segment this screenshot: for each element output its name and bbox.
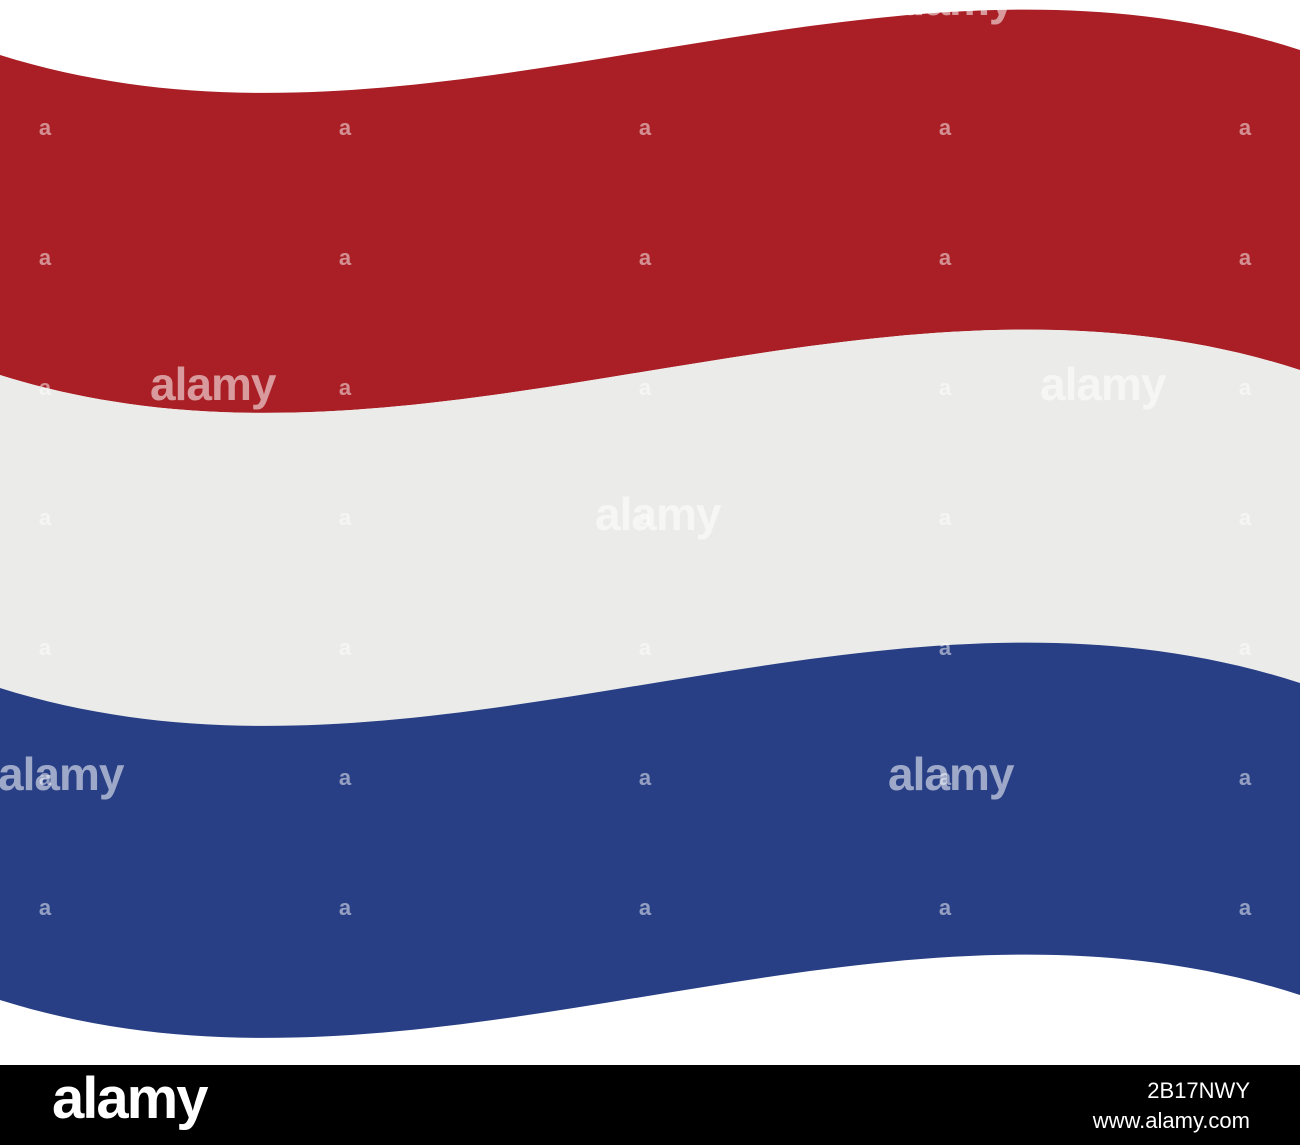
watermark-mark: a xyxy=(939,765,952,790)
watermark-mark: a xyxy=(1239,895,1252,920)
watermark-mark: a xyxy=(639,375,652,400)
watermark-mark: a xyxy=(39,635,52,660)
watermark-mark: a xyxy=(339,115,352,140)
watermark-mark: a xyxy=(39,245,52,270)
footer-logo: alamy xyxy=(52,1066,208,1131)
watermark-mark: a xyxy=(39,505,52,530)
image-id: 2B17NWY xyxy=(1147,1078,1250,1103)
watermarks: alamyalamyalamyalamyalamyalamyaaaaaaaaaa… xyxy=(0,0,1252,920)
watermark: alamy xyxy=(0,748,125,800)
watermark-mark: a xyxy=(639,505,652,530)
watermark-mark: a xyxy=(939,245,952,270)
watermark-mark: a xyxy=(39,375,52,400)
blue-stripe xyxy=(0,642,1300,1038)
watermark: alamy xyxy=(595,488,722,540)
flag xyxy=(0,9,1300,1038)
watermark-mark: a xyxy=(39,765,52,790)
watermark-mark: a xyxy=(939,635,952,660)
watermark-mark: a xyxy=(939,505,952,530)
watermark-mark: a xyxy=(939,375,952,400)
watermark-mark: a xyxy=(639,765,652,790)
watermark-mark: a xyxy=(939,115,952,140)
watermark-mark: a xyxy=(1239,375,1252,400)
watermark-mark: a xyxy=(339,245,352,270)
watermark: alamy xyxy=(150,358,277,410)
footer-url: www.alamy.com xyxy=(1092,1108,1250,1133)
red-stripe xyxy=(0,9,1300,413)
watermark-mark: a xyxy=(339,635,352,660)
watermark-mark: a xyxy=(39,115,52,140)
watermark: alamy xyxy=(1040,358,1167,410)
watermark-mark: a xyxy=(339,765,352,790)
watermark-mark: a xyxy=(639,635,652,660)
watermark-mark: a xyxy=(1239,115,1252,140)
watermark-mark: a xyxy=(1239,245,1252,270)
watermark-mark: a xyxy=(1239,635,1252,660)
watermark-mark: a xyxy=(39,895,52,920)
watermark-mark: a xyxy=(639,115,652,140)
watermark: alamy xyxy=(888,748,1015,800)
watermark-mark: a xyxy=(339,375,352,400)
watermark-mark: a xyxy=(939,895,952,920)
watermark-mark: a xyxy=(639,245,652,270)
footer-bar xyxy=(0,1065,1300,1145)
watermark-mark: a xyxy=(1239,505,1252,530)
watermark: alamy xyxy=(888,0,1015,25)
watermark-mark: a xyxy=(639,895,652,920)
white-stripe xyxy=(0,329,1300,726)
watermark-mark: a xyxy=(339,505,352,530)
watermark-mark: a xyxy=(339,895,352,920)
watermark-mark: a xyxy=(1239,765,1252,790)
